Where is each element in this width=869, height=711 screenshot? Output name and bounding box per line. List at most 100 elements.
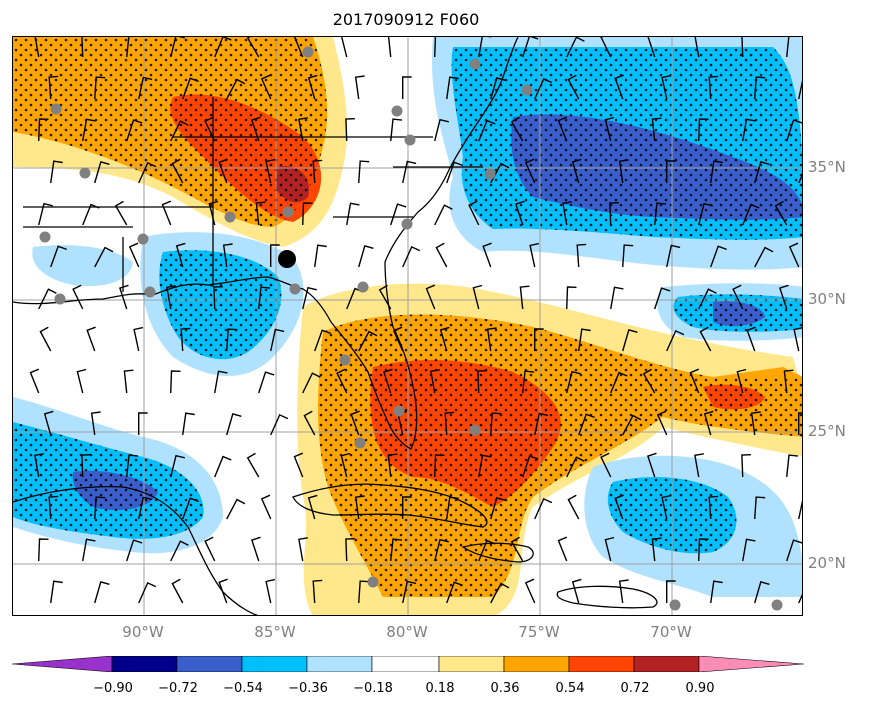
wind-barb (226, 413, 242, 436)
wind-barb (383, 368, 393, 394)
wind-barb (524, 578, 536, 604)
colorbar-tick: −0.18 (353, 681, 393, 696)
wind-barb (81, 37, 84, 58)
station-marker (357, 281, 369, 293)
wind-barb (515, 200, 525, 226)
wind-barb (774, 200, 788, 226)
wind-barb (647, 37, 656, 58)
lat-label-30n: 30°N (808, 290, 846, 308)
wind-barb (94, 581, 110, 604)
wind-barb (534, 497, 553, 520)
wind-barb (425, 284, 436, 310)
colorbar-swatch (176, 656, 243, 672)
wind-barb (345, 538, 355, 562)
wind-barb (314, 329, 331, 352)
wind-barb (439, 326, 450, 352)
wind-barb (529, 242, 540, 268)
wind-barb (82, 118, 96, 142)
wind-barb (746, 326, 756, 352)
wind-barb (378, 284, 392, 310)
wind-barb (226, 498, 246, 520)
wind-barb (175, 242, 186, 268)
wind-barb (524, 158, 536, 184)
wind-barb (246, 37, 260, 58)
wind-barb (694, 453, 704, 478)
wind-barb (618, 159, 629, 184)
wind-barb (444, 411, 455, 436)
wind-barb (270, 328, 285, 352)
station-marker (224, 211, 236, 223)
wind-barb (741, 454, 751, 478)
station-marker (669, 599, 681, 611)
wind-barb (600, 37, 612, 58)
wind-barb (170, 540, 189, 562)
colorbar-swatch (371, 656, 440, 672)
map-panel (12, 36, 803, 616)
wind-barb (472, 284, 483, 310)
wind-barb (303, 410, 316, 436)
wind-barb (430, 369, 440, 394)
lon-label-80w: 80°W (386, 623, 428, 641)
wind-barb (341, 37, 348, 58)
wind-barb (698, 288, 717, 310)
wind-barb (754, 581, 770, 604)
wind-barb (610, 371, 628, 394)
wind-barb (742, 118, 756, 142)
wind-barb (307, 74, 318, 100)
wind-barb (218, 158, 228, 184)
station-marker (367, 576, 379, 588)
wind-barb (698, 538, 709, 562)
wind-barb (29, 368, 40, 394)
wind-barb (302, 372, 321, 394)
wind-barb (48, 495, 59, 520)
wind-barb (126, 119, 143, 142)
wind-barb (742, 203, 760, 226)
wind-barb (38, 538, 49, 562)
wind-barb (72, 284, 84, 310)
wind-barb (354, 495, 365, 520)
colorbar-swatch (111, 656, 178, 672)
colorbar-tick: −0.36 (288, 681, 328, 696)
station-marker (401, 218, 413, 230)
wind-barb (260, 494, 272, 520)
wind-barb (298, 117, 308, 142)
station-marker (79, 167, 91, 179)
station-marker (50, 103, 62, 115)
station-marker (469, 424, 481, 436)
station-marker (39, 231, 51, 243)
station-marker (54, 293, 66, 305)
wind-barb (182, 412, 195, 436)
wind-barb (604, 536, 615, 562)
wind-barb (258, 286, 271, 310)
wind-barb (354, 75, 365, 100)
wind-barb (689, 368, 700, 394)
wind-barb (270, 413, 289, 436)
colorbar-tick: −0.54 (223, 681, 263, 696)
wind-barb (434, 454, 445, 478)
wind-barb (434, 118, 449, 142)
wind-barb (614, 74, 624, 100)
wind-barb (566, 286, 577, 310)
colorbar-swatch (241, 656, 308, 672)
wind-barb (446, 496, 459, 520)
wind-barb (578, 413, 595, 436)
wind-barb (654, 287, 671, 310)
wind-barb (387, 37, 392, 58)
wind-barb (694, 37, 700, 58)
wind-barb (222, 243, 233, 268)
wind-barb (708, 75, 719, 100)
wind-barb (138, 76, 153, 100)
lon-label-70w: 70°W (650, 623, 692, 641)
wind-barb (578, 328, 591, 352)
wind-barb (251, 536, 261, 562)
wind-barb (350, 410, 360, 436)
station-marker (302, 46, 314, 58)
wind-barb (779, 284, 789, 310)
wind-barb (81, 454, 91, 478)
station-marker (354, 437, 366, 449)
wind-barb (204, 116, 216, 142)
wind-barb (698, 118, 709, 142)
wind-barb (138, 496, 153, 520)
wind-barb (170, 120, 189, 142)
wind-barb (226, 78, 246, 100)
